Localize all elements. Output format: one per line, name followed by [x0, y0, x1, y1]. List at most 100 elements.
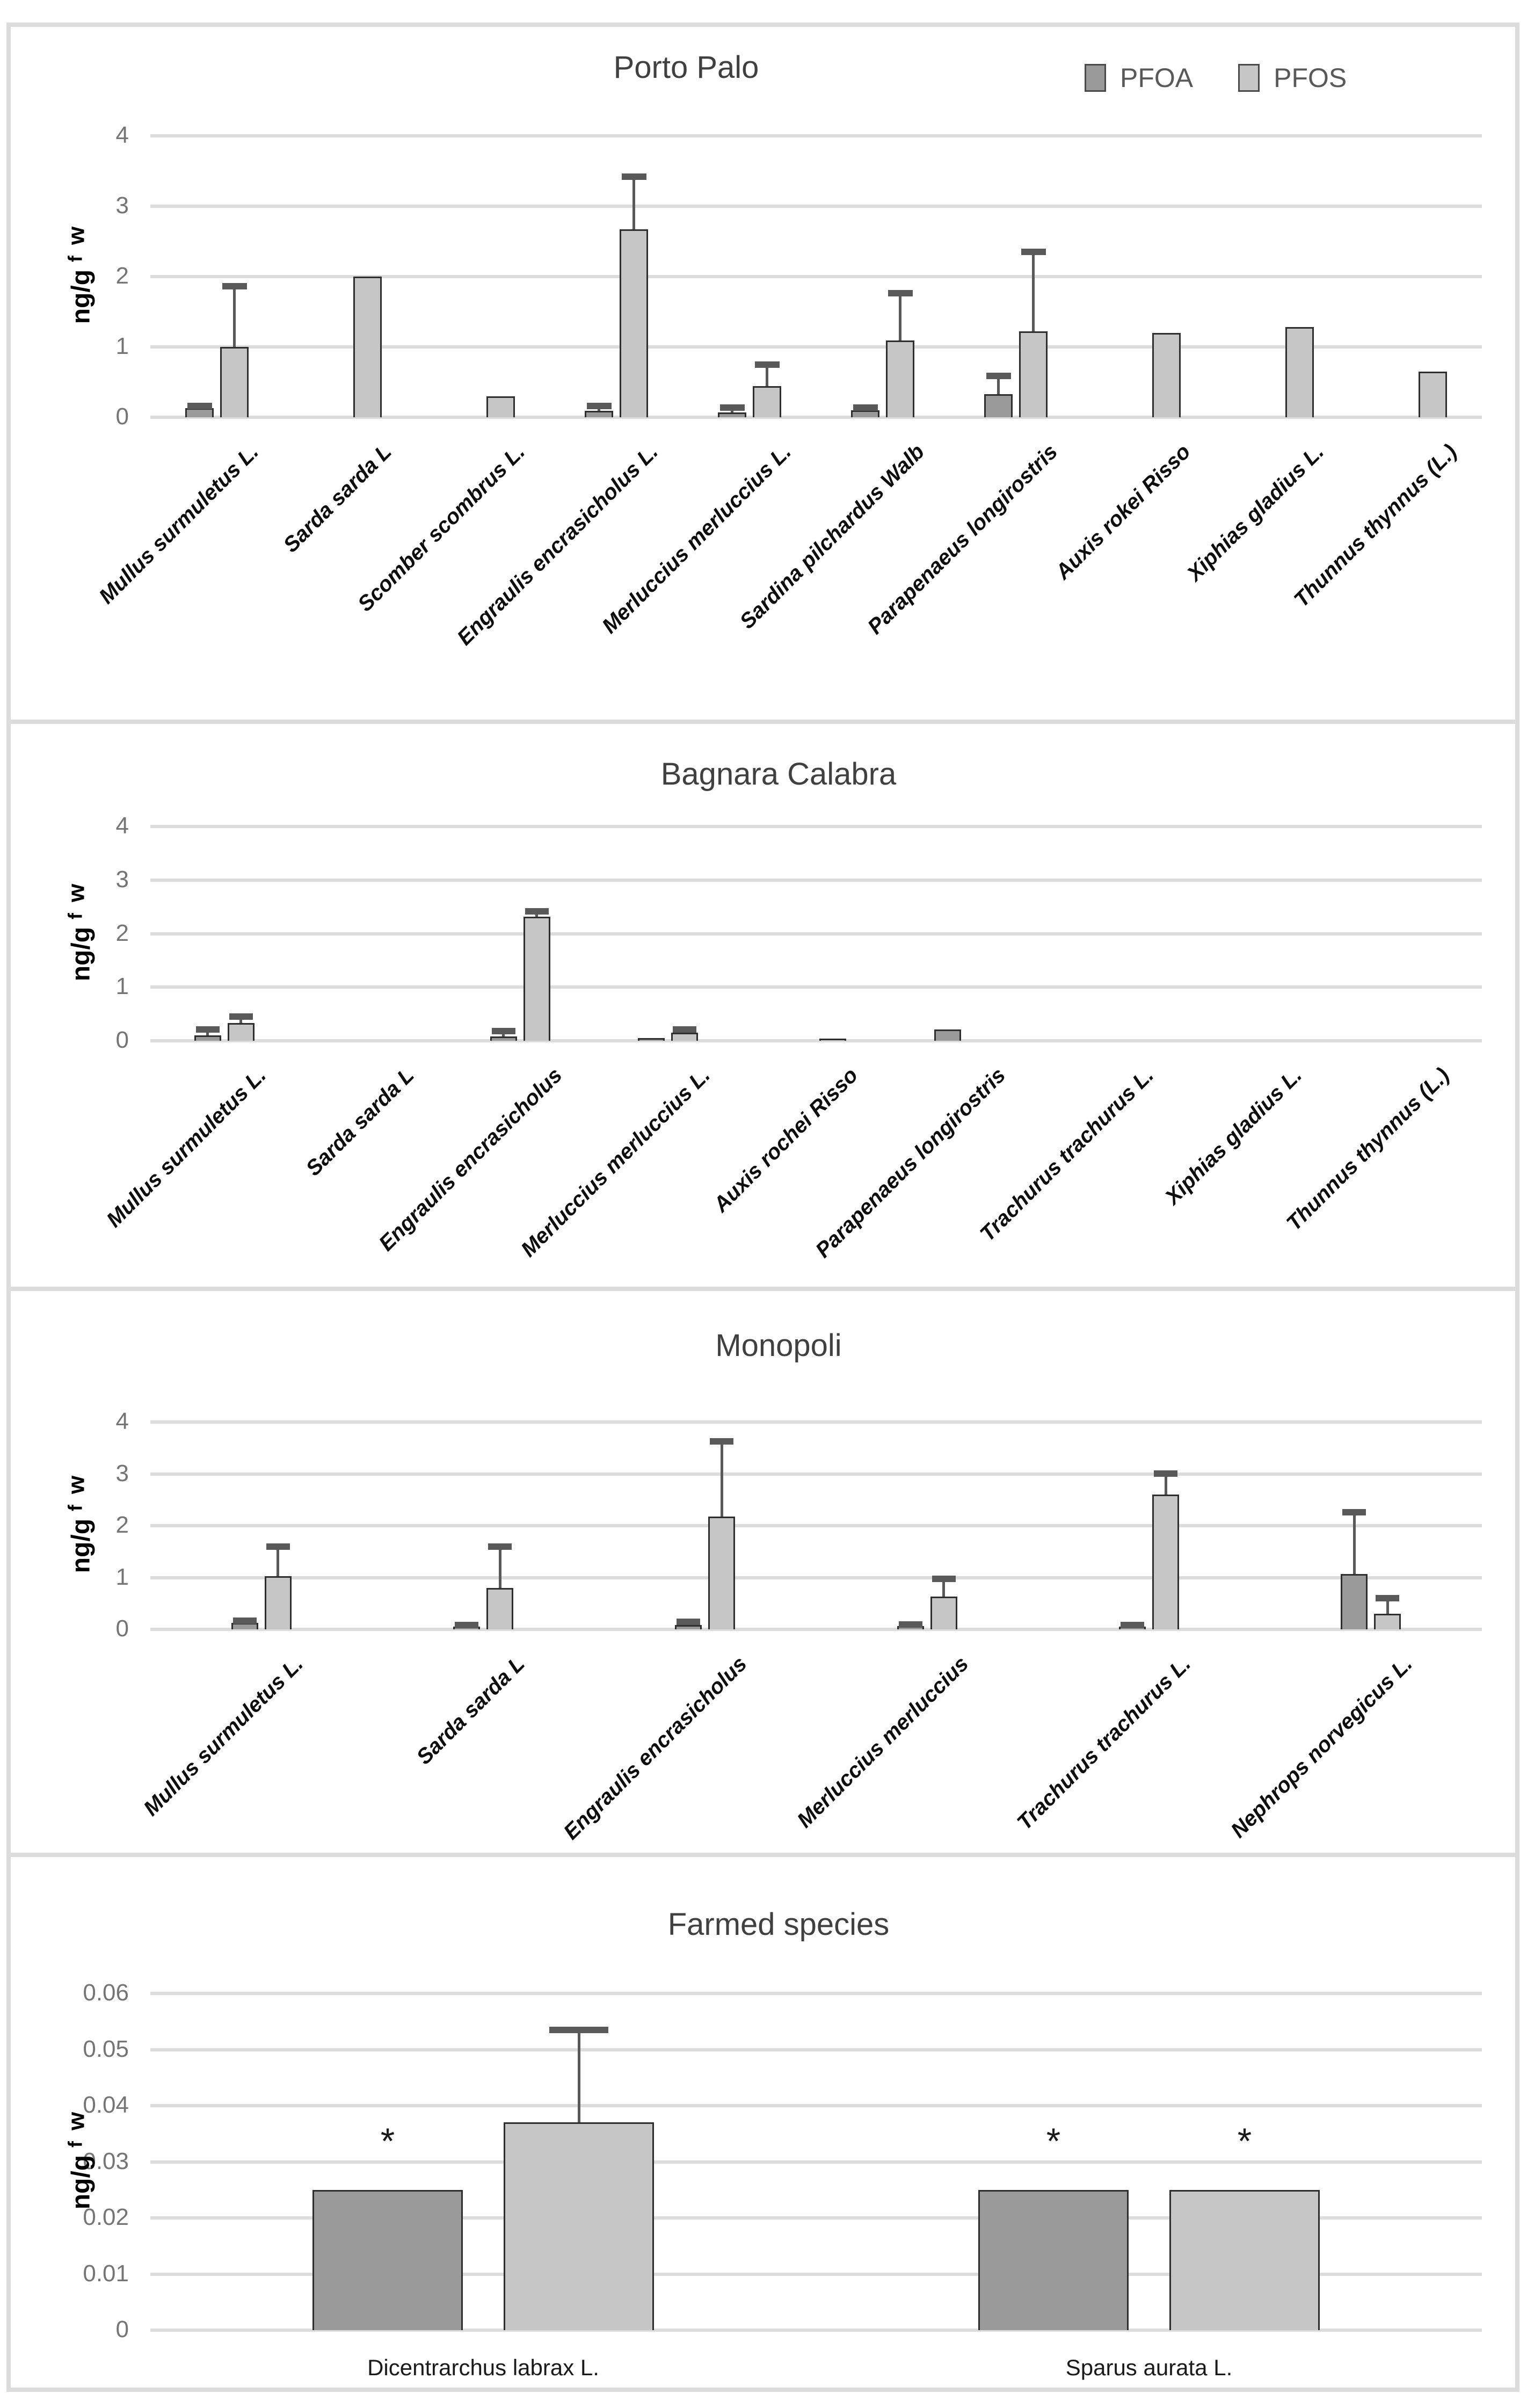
y-tick-label: 4 [115, 1408, 129, 1434]
significance-asterisk: * [1046, 2120, 1061, 2162]
error-bar-cap [1376, 1595, 1400, 1602]
bar-pfos [671, 1033, 699, 1041]
legend-swatch-pfos-icon [1238, 64, 1260, 92]
error-bar-cap [232, 1617, 257, 1624]
error-bar-cap [719, 404, 745, 411]
y-axis-unit: ng/g [67, 926, 96, 981]
y-tick-label: 4 [115, 122, 129, 148]
legend: PFOA PFOS [1085, 62, 1347, 93]
legend-label-pfos: PFOS [1274, 63, 1347, 93]
y-tick-label: 2 [115, 1512, 129, 1538]
legend-item-pfos: PFOS [1238, 62, 1347, 93]
bar-pfos [220, 347, 249, 417]
chart-panel-farmed-species: Farmed species 0 0.01 0.02 0.03 0.04 0.05 0.06 n… [6, 1853, 1519, 2392]
error-bar-stem [942, 1579, 946, 1597]
y-axis-unit: ng/g [67, 269, 96, 324]
chart-panel-porto-palo: Porto Palo PFOA PFOS 0 1 2 3 4 ng/g f w Mullus surm… [6, 23, 1519, 724]
x-category-label: Auxis rokei Risso [1051, 440, 1196, 584]
chart-panel-monopoli: Monopoli 0 1 2 3 4 ng/g f w Mullus surmuletus L. S… [6, 1287, 1519, 1857]
y-tick-label: 1 [115, 973, 129, 1000]
y-tick-label: 0.03 [83, 2148, 129, 2174]
gridline [150, 1039, 1482, 1042]
y-tick-label: 2 [115, 919, 129, 946]
error-bar-stem [1353, 1512, 1356, 1574]
gridline [150, 1576, 1482, 1579]
error-bar-cap [195, 1026, 220, 1033]
x-category-label: Sarda sarda L [279, 440, 397, 557]
error-bar-cap [853, 404, 878, 411]
x-category-label: Mullus surmuletus L. [101, 1063, 271, 1232]
gridline [150, 2329, 1482, 2332]
bar-pfoa [231, 1623, 258, 1629]
y-axis-unit-sup2: w [63, 2112, 90, 2130]
x-category-label: Auxis rochei Risso [709, 1063, 863, 1217]
y-axis-unit-sup: f [64, 912, 86, 919]
error-bar-stem [233, 286, 236, 347]
error-bar-cap [266, 1543, 290, 1550]
bar-pfoa [638, 1038, 665, 1041]
bar-pfoa [978, 2189, 1129, 2330]
y-tick-label: 0.06 [83, 1979, 129, 2006]
error-bar-cap [1021, 249, 1046, 256]
bar-pfos [227, 1023, 255, 1041]
bar-pfos [1285, 327, 1314, 417]
error-bar-cap [1342, 1508, 1366, 1515]
y-axis-unit-sup: f [64, 2141, 86, 2148]
y-axis-title: ng/g f w [63, 2112, 96, 2209]
error-bar-cap [491, 1028, 515, 1035]
bar-pfos [708, 1516, 736, 1629]
y-axis-unit-sup: f [64, 1504, 86, 1511]
error-bar-cap [710, 1438, 734, 1445]
chart-title: Bagnara Calabra [660, 757, 897, 792]
bar-pfoa [194, 1035, 221, 1041]
bar-pfoa [718, 412, 746, 417]
bar-pfos [504, 2122, 654, 2330]
x-category-label: Sarda sarda L [412, 1652, 530, 1769]
error-bar-stem [1164, 1473, 1167, 1495]
y-tick-label: 2 [115, 263, 129, 289]
y-axis-title: ng/g f w [63, 883, 96, 981]
y-tick-label: 0.04 [83, 2092, 129, 2118]
error-bar-cap [586, 403, 612, 410]
error-bar-stem [498, 1546, 501, 1588]
bar-pfoa [185, 408, 214, 417]
x-category-label: Engraulis encrasicholus [559, 1652, 752, 1845]
error-bar-cap [187, 403, 212, 410]
x-category-label: Xiphias gladius L. [1182, 440, 1329, 586]
bar-pfos [1419, 371, 1447, 417]
x-category-label: Dicentrarchus labrax L. [367, 2355, 599, 2380]
significance-asterisk: * [380, 2120, 395, 2162]
significance-asterisk: * [1237, 2120, 1252, 2162]
error-bar-cap [1154, 1470, 1177, 1477]
y-axis-unit-sup2: w [63, 1475, 90, 1494]
error-bar-stem [766, 364, 768, 387]
y-tick-label: 0 [115, 1615, 129, 1642]
chart-title: Farmed species [667, 1907, 890, 1942]
y-tick-label: 1 [115, 1563, 129, 1590]
error-bar-stem [277, 1546, 280, 1576]
gridline [150, 1472, 1482, 1476]
bar-pfos [1152, 332, 1181, 417]
bar-pfoa [585, 411, 613, 417]
y-tick-label: 4 [115, 813, 129, 839]
bar-pfos [930, 1597, 957, 1629]
error-bar-cap [677, 1619, 701, 1626]
error-bar-stem [1032, 252, 1035, 332]
gridline [150, 1524, 1482, 1527]
y-tick-label: 0 [115, 403, 129, 430]
error-bar-cap [1121, 1622, 1144, 1629]
bar-pfoa [851, 410, 879, 417]
bar-pfoa [1341, 1573, 1368, 1629]
error-bar-stem [899, 293, 901, 341]
gridline [150, 1992, 1482, 1995]
error-bar-cap [229, 1013, 253, 1020]
y-tick-label: 0.05 [83, 2035, 129, 2062]
y-axis-unit-sup2: w [63, 883, 90, 902]
y-axis-unit: ng/g [67, 1518, 96, 1573]
bar-pfos [620, 229, 648, 417]
error-bar-cap [621, 173, 646, 180]
x-category-label: Mullus surmuletus L. [139, 1652, 308, 1820]
y-axis-unit: ng/g [67, 2155, 96, 2209]
error-bar-cap [898, 1621, 922, 1628]
y-axis-title: ng/g f w [63, 1475, 96, 1573]
